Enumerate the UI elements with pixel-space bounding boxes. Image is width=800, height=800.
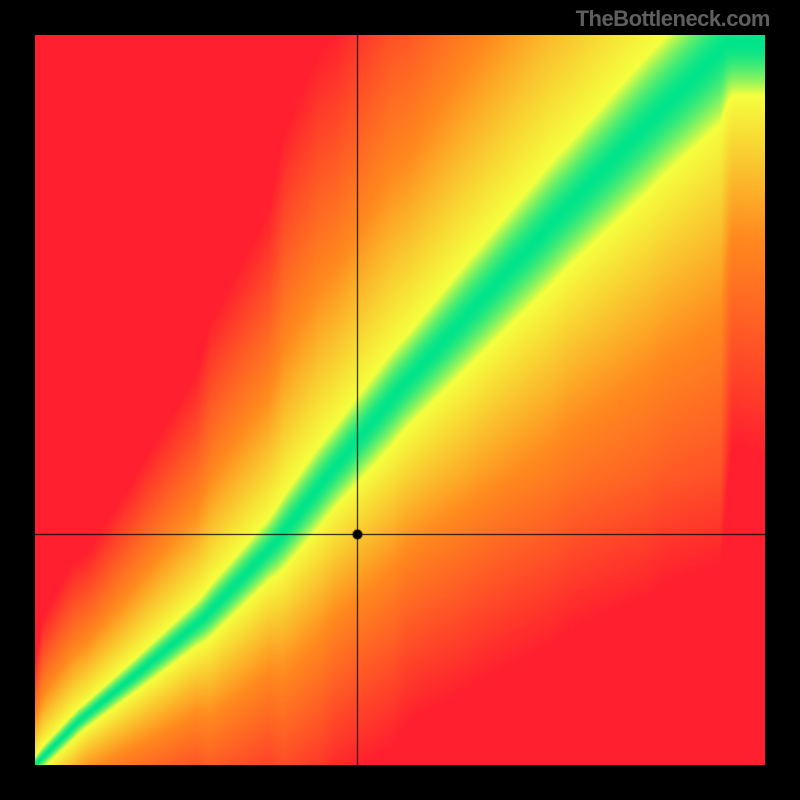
plot-area <box>35 35 765 765</box>
heatmap-canvas <box>35 35 765 765</box>
chart-frame: TheBottleneck.com <box>0 0 800 800</box>
watermark-text: TheBottleneck.com <box>576 6 770 32</box>
